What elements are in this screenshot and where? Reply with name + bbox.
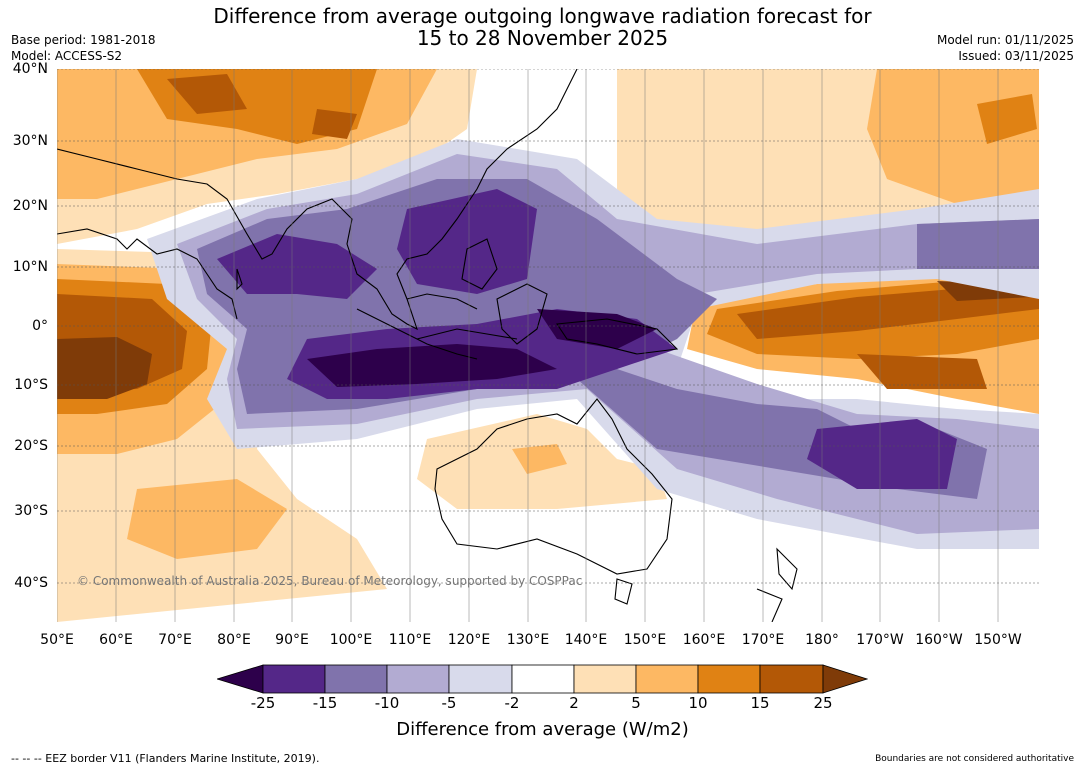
colorbar-swatch-15-25: [759, 664, 824, 694]
colorbar-tick-10: 10: [688, 694, 708, 712]
colorbar-swatch-2-5: [573, 664, 637, 694]
lon-label-170w: 170°W: [856, 632, 904, 648]
colorbar-swatch-neg25-neg15: [262, 664, 326, 694]
lat-label-10s: 10°S: [14, 377, 48, 393]
anomaly-field-maritime-negative: [147, 139, 1039, 549]
lat-label-0: 0°: [32, 318, 48, 334]
lon-label-110e: 110°E: [388, 632, 432, 648]
copyright-notice: © Commonwealth of Australia 2025, Bureau…: [77, 574, 583, 588]
title-line-2: 15 to 28 November 2025: [416, 26, 669, 50]
colorbar-label: Difference from average (W/m2): [396, 719, 689, 740]
metadata-right: Model run: 01/11/2025 Issued: 03/11/2025: [937, 32, 1074, 64]
boundaries-disclaimer: Boundaries are not considered authoritat…: [875, 754, 1074, 764]
lat-label-40n: 40°N: [12, 61, 48, 77]
colorbar-swatch-gt-25: [822, 664, 869, 694]
lon-label-120e: 120°E: [447, 632, 491, 648]
lat-label-20n: 20°N: [12, 198, 48, 214]
colorbar-tick-neg5: -5: [441, 694, 457, 712]
lat-label-40s: 40°S: [14, 575, 48, 591]
anomaly-field-indian-ocean-positive: [57, 249, 387, 622]
lon-label-80e: 80°E: [217, 632, 251, 648]
colorbar-tick-5: 5: [631, 694, 641, 712]
lon-label-180: 180°: [805, 632, 839, 648]
colorbar-tick-neg15: -15: [312, 694, 338, 712]
model-name: Model: ACCESS-S2: [11, 49, 123, 63]
colorbar-swatch-neg15-neg10: [324, 664, 388, 694]
anomaly-field-north-asia-positive: [57, 69, 477, 244]
lon-label-60e: 60°E: [99, 632, 133, 648]
colorbar-tick-15: 15: [750, 694, 770, 712]
colorbar-swatch-neg5-neg2: [448, 664, 513, 694]
lon-label-100e: 100°E: [329, 632, 373, 648]
lon-label-70e: 70°E: [158, 632, 192, 648]
colorbar-swatch-neg2-2: [511, 664, 575, 694]
colorbar-swatch-10-15: [697, 664, 761, 694]
colorbar-tick-neg2: -2: [504, 694, 520, 712]
lon-label-50e: 50°E: [40, 632, 74, 648]
lon-label-150e: 150°E: [623, 632, 667, 648]
coastlines: [57, 69, 798, 622]
metadata-left: Base period: 1981-2018 Model: ACCESS-S2: [11, 32, 156, 64]
lon-label-170e: 170°E: [741, 632, 785, 648]
colorbar-tick-2: 2: [569, 694, 579, 712]
lat-label-30s: 30°S: [14, 503, 48, 519]
anomaly-field-australia-positive: [417, 414, 667, 509]
lon-label-150w: 150°W: [974, 632, 1022, 648]
lat-label-10n: 10°N: [12, 259, 48, 275]
colorbar: [215, 664, 869, 694]
issued-date: Issued: 03/11/2025: [958, 49, 1074, 63]
lat-label-30n: 30°N: [12, 133, 48, 149]
colorbar-tick-neg25: -25: [250, 694, 276, 712]
colorbar-tick-neg10: -10: [374, 694, 400, 712]
lon-label-130e: 130°E: [506, 632, 550, 648]
lon-label-90e: 90°E: [275, 632, 309, 648]
lon-label-140e: 140°E: [564, 632, 608, 648]
lon-label-160e: 160°E: [682, 632, 726, 648]
colorbar-swatch-neg10-neg5: [386, 664, 450, 694]
olr-anomaly-map: [57, 69, 1039, 622]
lon-label-160w: 160°W: [915, 632, 963, 648]
base-period: Base period: 1981-2018: [11, 33, 156, 47]
lat-label-20s: 20°S: [14, 438, 48, 454]
meridians: [57, 69, 999, 622]
colorbar-swatch-lt-neg25: [215, 664, 264, 694]
colorbar-tick-25: 25: [813, 694, 833, 712]
model-run: Model run: 01/11/2025: [936, 33, 1074, 47]
map-title: Difference from average outgoing longwav…: [0, 5, 1085, 49]
colorbar-swatch-5-10: [635, 664, 699, 694]
title-line-1: Difference from average outgoing longwav…: [213, 4, 872, 28]
anomaly-field-central-pacific-positive: [687, 269, 1039, 414]
eez-border-note: -- -- -- EEZ border V11 (Flanders Marine…: [11, 752, 320, 765]
